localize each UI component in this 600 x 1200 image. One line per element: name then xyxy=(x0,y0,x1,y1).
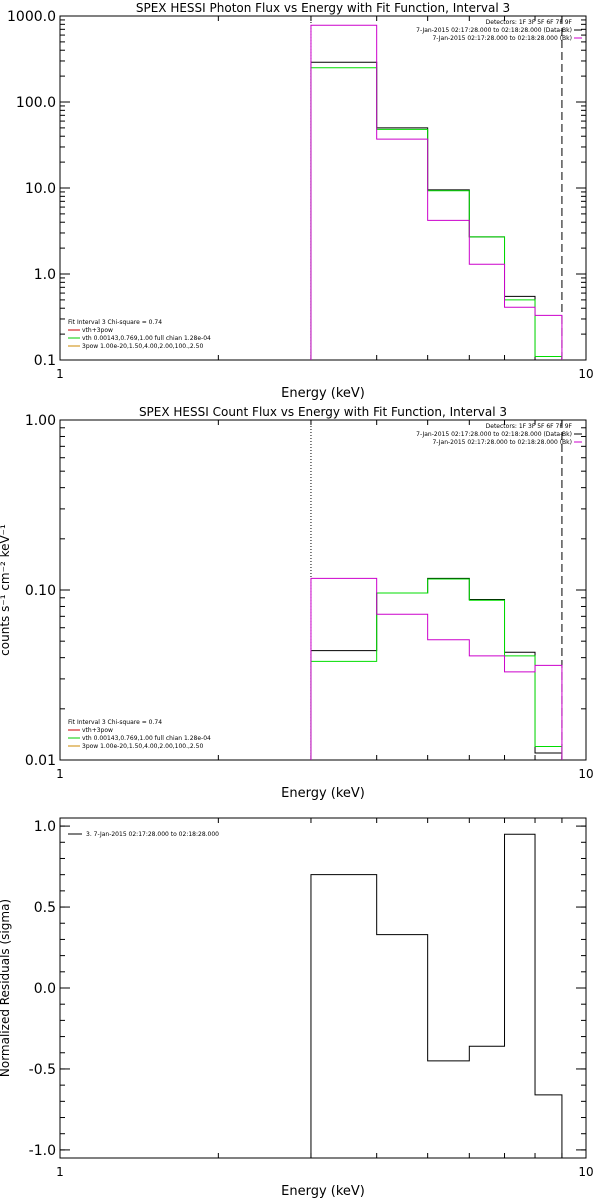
legend-top-text: 7-Jan-2015 02:17:28.000 to 02:18:28.000 … xyxy=(432,35,572,42)
x-tick-label: 10 xyxy=(578,367,593,381)
y-axis-label: counts s⁻¹ cm⁻² keV⁻¹ xyxy=(0,524,12,656)
x-tick-label: 1 xyxy=(56,1165,64,1179)
y-tick-label: 0.10 xyxy=(25,583,56,599)
legend-bottom-text: vth+3pow xyxy=(82,727,113,734)
y-tick-label: 1.0 xyxy=(34,819,56,835)
legend-bottom-text: 3pow 1.00e-20,1.50,4.00,2.00,100.,2.50 xyxy=(82,743,203,750)
y-tick-label: 10.0 xyxy=(25,181,56,197)
y-tick-label: 1000.0 xyxy=(7,9,56,25)
y-tick-label: 0.5 xyxy=(34,900,56,916)
photon-flux-panel: SPEX HESSI Photon Flux vs Energy with Fi… xyxy=(7,1,594,401)
x-axis-label: Energy (keV) xyxy=(281,786,365,801)
histogram-series-0 xyxy=(310,577,563,760)
y-tick-label: 100.0 xyxy=(16,95,56,111)
y-axis-label: Normalized Residuals (sigma) xyxy=(0,899,12,1077)
x-tick-label: 1 xyxy=(56,767,64,781)
y-tick-label: 1.00 xyxy=(25,413,56,429)
x-axis-label: Energy (keV) xyxy=(281,1184,365,1199)
legend-fit-text: Fit Interval 3 Chi-square = 0.74 xyxy=(68,319,162,326)
legend-top-text: 7-Jan-2015 02:17:28.000 to 02:18:28.000 … xyxy=(416,27,572,34)
legend-top-text: 7-Jan-2015 02:17:28.000 to 02:18:28.000 … xyxy=(432,439,572,446)
legend-fit-text: Fit Interval 3 Chi-square = 0.74 xyxy=(68,719,162,726)
histogram-series-2 xyxy=(310,24,563,360)
histogram-series-0 xyxy=(310,833,563,1158)
legend-top-text: Detectors: 1F 3F 5F 6F 7F 9F xyxy=(486,423,573,430)
histogram-series-2 xyxy=(310,577,563,760)
chart-title: SPEX HESSI Count Flux vs Energy with Fit… xyxy=(139,405,507,419)
legend-text: 3. 7-Jan-2015 02:17:28.000 to 02:18:28.0… xyxy=(86,831,219,838)
legend-top-text: 7-Jan-2015 02:17:28.000 to 02:18:28.000 … xyxy=(416,431,572,438)
plot-frame xyxy=(59,419,587,761)
x-axis-label: Energy (keV) xyxy=(281,386,365,401)
x-tick-label: 10 xyxy=(578,767,593,781)
legend-bottom-text: 3pow 1.00e-20,1.50,4.00,2.00,100.,2.50 xyxy=(82,343,203,350)
legend-bottom-text: vth+3pow xyxy=(82,327,113,334)
y-tick-label: 0.01 xyxy=(25,753,56,769)
y-tick-label: 1.0 xyxy=(34,267,56,283)
x-tick-label: 1 xyxy=(56,367,64,381)
plot-frame xyxy=(59,817,587,1159)
count-flux-panel: SPEX HESSI Count Flux vs Energy with Fit… xyxy=(0,405,594,801)
histogram-series-0 xyxy=(310,61,563,360)
y-tick-label: 0.0 xyxy=(34,981,56,997)
histogram-series-1 xyxy=(310,578,563,760)
x-tick-label: 10 xyxy=(578,1165,593,1179)
legend-top-text: Detectors: 1F 3F 5F 6F 7F 9F xyxy=(486,19,573,26)
legend-bottom-text: vth 0.00143,0.769,1.00 full chian 1.28e-… xyxy=(82,735,211,742)
chart-title: SPEX HESSI Photon Flux vs Energy with Fi… xyxy=(136,1,510,15)
y-tick-label: -1.0 xyxy=(29,1143,56,1159)
legend-bottom-text: vth 0.00143,0.769,1.00 full chian 1.28e-… xyxy=(82,335,211,342)
y-tick-label: 0.1 xyxy=(34,353,56,369)
y-tick-label: -0.5 xyxy=(29,1062,56,1078)
histogram-series-1 xyxy=(310,67,563,360)
residuals-panel: Energy (keV) Normalized Residuals (sigma)… xyxy=(0,817,594,1199)
